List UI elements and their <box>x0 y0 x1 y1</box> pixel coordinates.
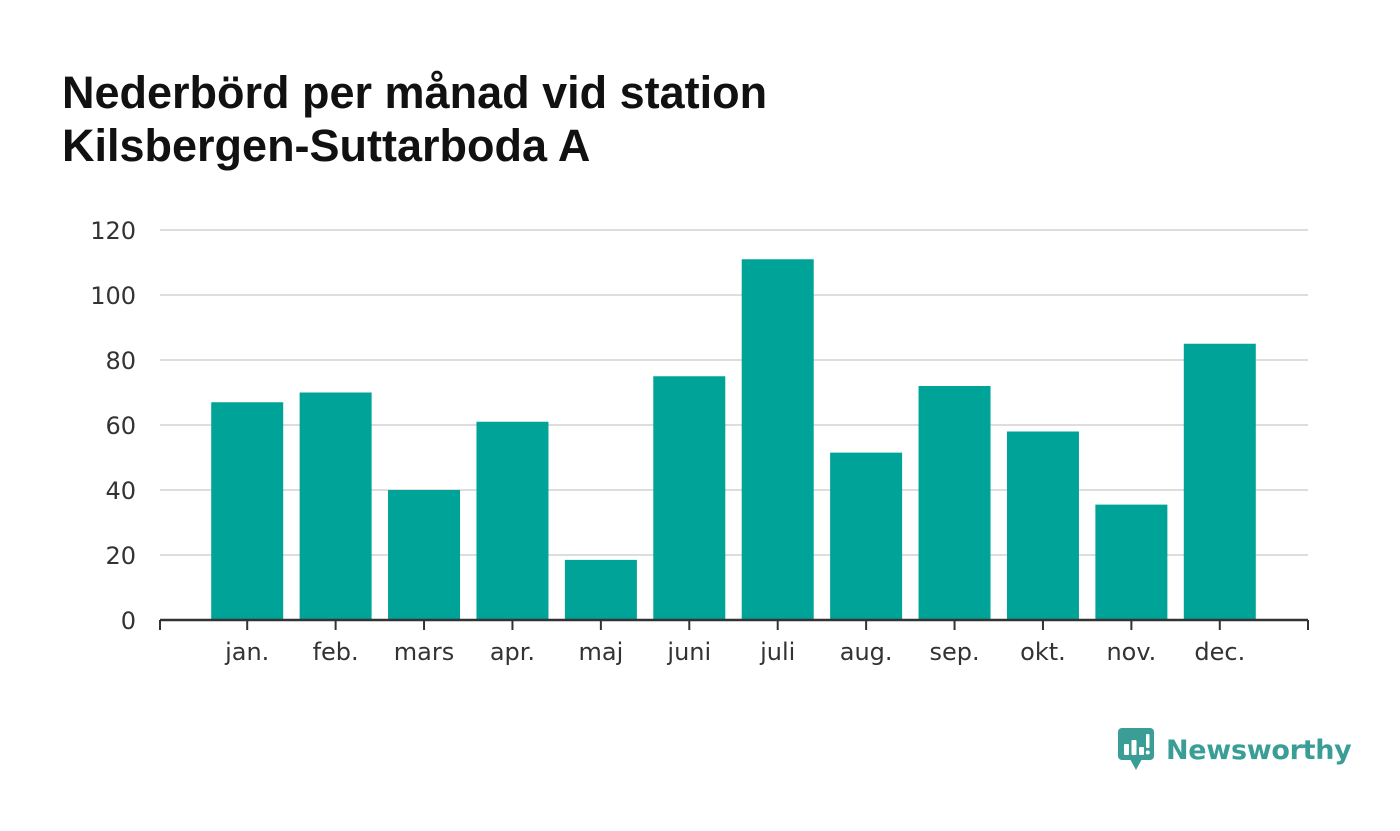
y-tick-label: 20 <box>105 542 136 570</box>
y-tick-label: 40 <box>105 477 136 505</box>
bar <box>1006 431 1079 620</box>
chart-title-line-1: Nederbörd per månad vid station <box>62 67 768 118</box>
bar <box>211 402 284 620</box>
x-tick-label: apr. <box>490 638 535 666</box>
x-tick-label: jan. <box>224 638 269 666</box>
x-tick-label: aug. <box>840 638 893 666</box>
newsworthy-brand: Newsworthy <box>1118 728 1352 772</box>
y-tick-label: 0 <box>121 607 136 635</box>
bar <box>476 421 549 620</box>
x-tick-label: dec. <box>1194 638 1245 666</box>
newsworthy-logo-icon <box>1118 728 1154 770</box>
chart-title-line-2: Kilsbergen-Suttarboda A <box>62 120 591 171</box>
y-axis-tick-labels: 0 20 40 60 80 100 120 <box>90 217 136 635</box>
y-tick-label: 60 <box>105 412 136 440</box>
bar <box>653 376 726 620</box>
x-tick-label: maj <box>578 638 623 666</box>
x-tick-label: okt. <box>1020 638 1066 666</box>
bar <box>564 559 637 620</box>
bar <box>1183 343 1256 620</box>
x-tick-label: juli <box>759 638 795 666</box>
x-tick-label: juni <box>666 638 711 666</box>
bar <box>299 392 372 620</box>
x-tick-label: mars <box>394 638 454 666</box>
bar <box>741 259 814 620</box>
bar <box>830 452 903 620</box>
x-tick-label: sep. <box>929 638 979 666</box>
brand-name: Newsworthy <box>1166 734 1352 766</box>
bar <box>918 386 991 620</box>
x-axis-tick-labels: jan. feb. mars apr. maj juni juli aug. sep. okt. n… <box>224 638 1245 666</box>
chart-title: Nederbörd per månad vid station Kilsberg… <box>62 66 962 172</box>
y-tick-label: 80 <box>105 347 136 375</box>
bar-series <box>211 259 1256 620</box>
x-tick-label: nov. <box>1106 638 1156 666</box>
bar <box>1095 504 1168 620</box>
x-axis <box>159 618 1309 630</box>
y-tick-label: 120 <box>90 217 136 245</box>
x-tick-label: feb. <box>313 638 359 666</box>
bar <box>388 490 461 620</box>
y-tick-label: 100 <box>90 282 136 310</box>
